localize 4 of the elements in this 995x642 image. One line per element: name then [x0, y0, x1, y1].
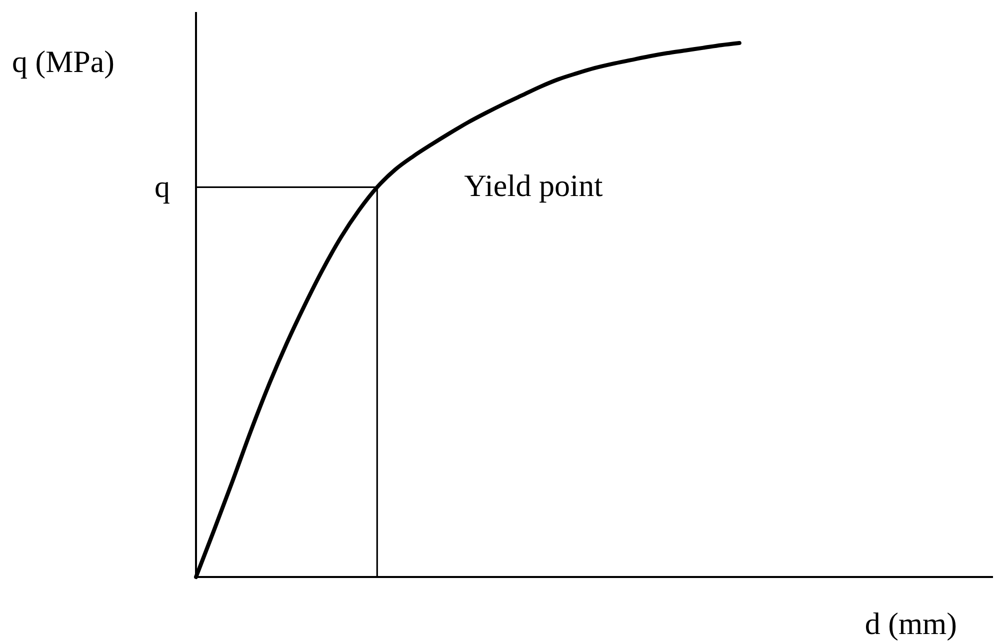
x-axis-title: d (mm)	[864, 606, 957, 641]
ref-line-label: q	[154, 169, 170, 204]
annotation: Yield point	[464, 168, 604, 204]
y-axis-title: q (MPa)	[12, 44, 114, 79]
